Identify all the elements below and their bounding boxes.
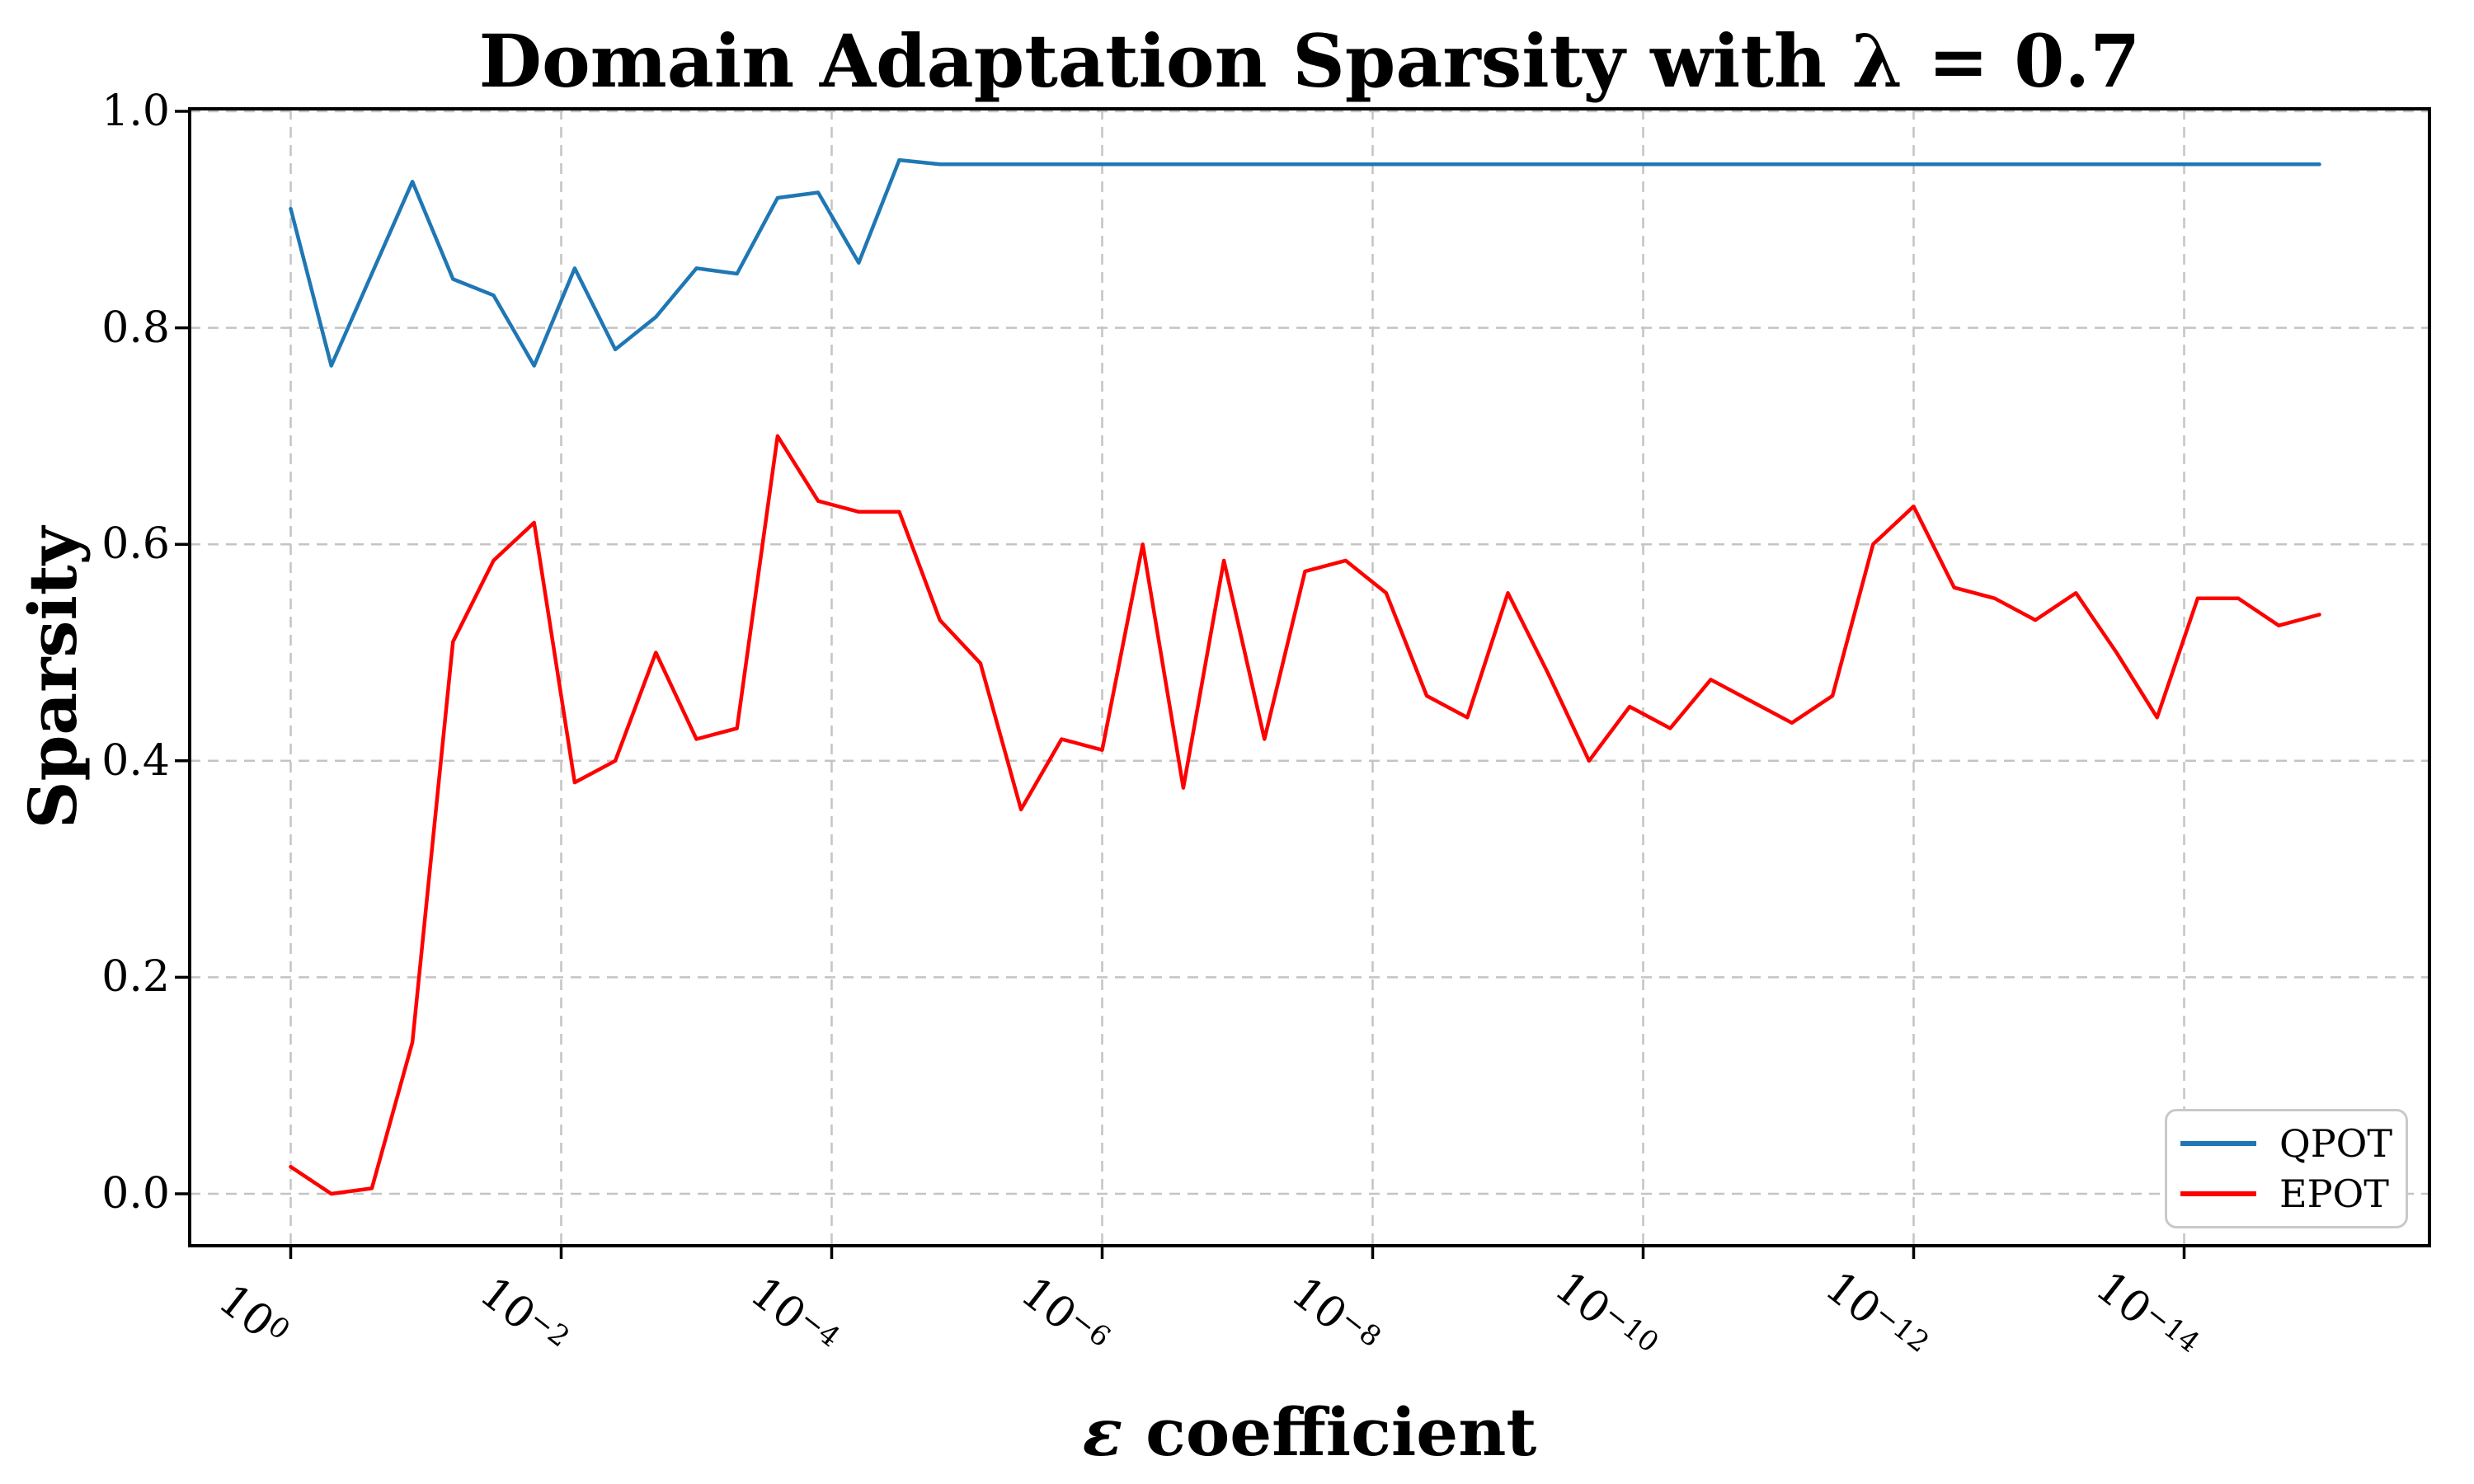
y-tick-label: 0.4 <box>101 735 170 786</box>
legend-entry-epot: EPOT <box>2167 1175 2406 1213</box>
x-axis-label-text: coefficient <box>1122 1393 1537 1471</box>
plot-border <box>188 107 2431 1247</box>
qpot-line <box>289 157 2321 368</box>
y-tick-label: 0.2 <box>101 952 170 1003</box>
chart-title: Domain Adaptation Sparsity with λ = 0.7 <box>478 18 2141 104</box>
legend: QPOT EPOT <box>2165 1109 2408 1228</box>
y-tick-label: 0.0 <box>101 1169 170 1219</box>
epot-line <box>289 434 2321 1196</box>
legend-label: QPOT <box>2279 1120 2393 1166</box>
y-tick-label: 0.6 <box>101 519 170 570</box>
gridlines <box>190 109 2429 1246</box>
x-axis-label-symbol: ε <box>1082 1393 1123 1471</box>
epot-legend-swatch <box>2180 1191 2256 1197</box>
x-axis-label: ε coefficient <box>1083 1393 1537 1471</box>
tick-marks <box>175 110 2186 1259</box>
legend-label: EPOT <box>2279 1172 2389 1217</box>
y-tick-label: 0.8 <box>101 303 170 353</box>
qpot-legend-swatch <box>2180 1140 2256 1146</box>
y-tick-label: 1.0 <box>101 87 170 136</box>
legend-entry-qpot: QPOT <box>2167 1125 2406 1162</box>
